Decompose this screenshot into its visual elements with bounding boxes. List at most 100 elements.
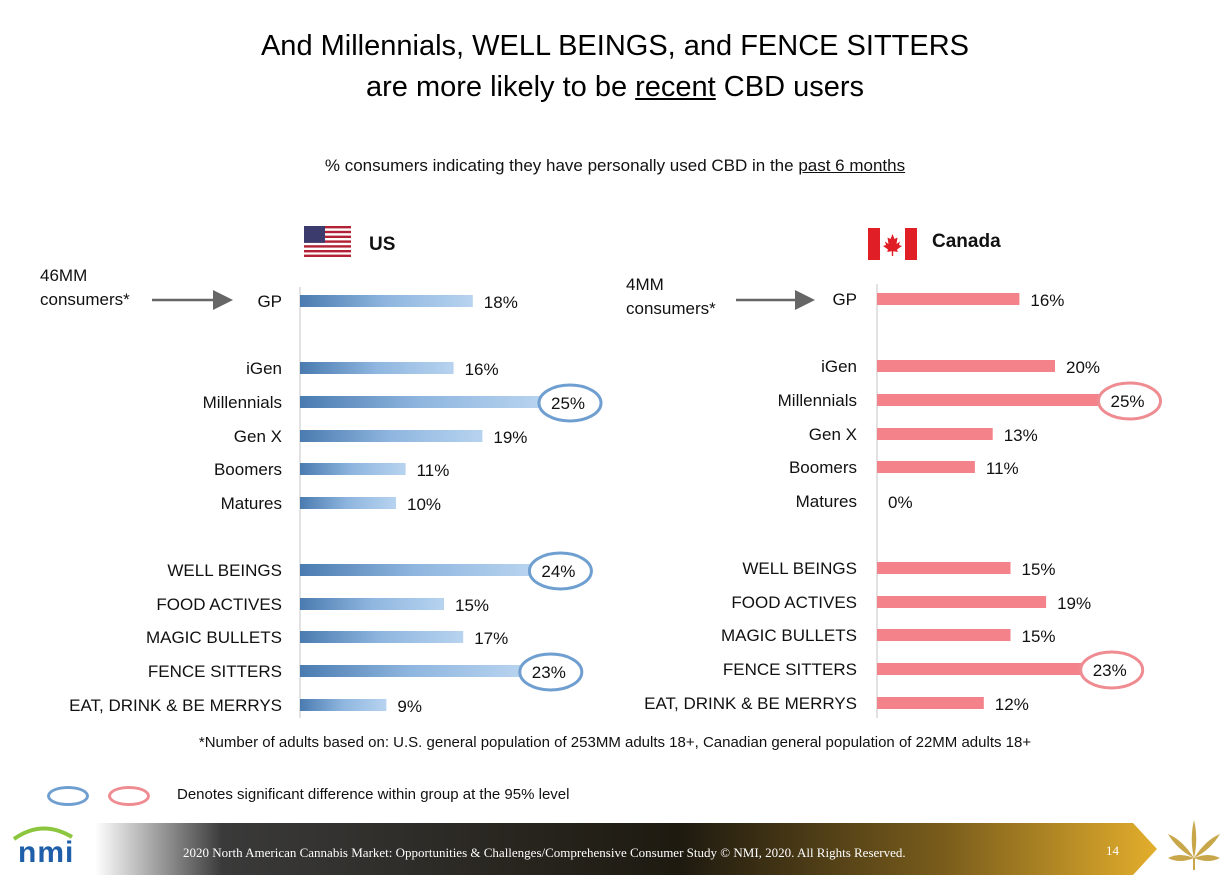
us-consumers-label: consumers* (40, 290, 130, 309)
us-category-label-gen-x: Gen X (234, 427, 282, 446)
us-bar-boomers (300, 463, 406, 475)
canada-bar-boomers (877, 461, 975, 473)
us-value-label-matures: 10% (407, 495, 441, 514)
canada-bar-gp (877, 293, 1020, 305)
us-bar-millennials (300, 396, 540, 408)
us-category-label-magic-bullets: MAGIC BULLETS (146, 628, 282, 647)
us-category-label-eat-drink-be-merrys: EAT, DRINK & BE MERRYS (69, 696, 282, 715)
us-significance-ellipse-well-beings (527, 551, 593, 591)
canada-value-label-fence-sitters: 23% (1093, 661, 1127, 680)
us-value-label-gp: 18% (484, 293, 518, 312)
us-significance-ellipse-millennials (537, 383, 603, 423)
canada-bar-igen (877, 360, 1055, 372)
us-significance-ellipse-fence-sitters (518, 652, 584, 692)
canada-consumers-note: 4MM consumers* (626, 273, 716, 321)
us-category-label-gp: GP (257, 292, 282, 311)
legend-text: Denotes significant difference within gr… (177, 786, 570, 803)
subtitle-underlined: past 6 months (798, 156, 906, 175)
us-bar-gen-x (300, 430, 483, 442)
canada-bar-gen-x (877, 428, 993, 440)
canada-value-label-boomers: 11% (986, 459, 1019, 478)
us-value-label-millennials: 25% (551, 394, 585, 413)
canada-bar-fence-sitters (877, 663, 1082, 675)
us-category-label-boomers: Boomers (214, 460, 282, 479)
us-bar-igen (300, 362, 454, 374)
canada-value-label-well-beings: 15% (1022, 560, 1056, 579)
legend-blue-ellipse (47, 786, 89, 806)
title-line-2-underlined: recent (635, 71, 716, 103)
canada-bar-magic-bullets (877, 629, 1011, 641)
us-country-label: US (369, 234, 396, 255)
us-category-label-well-beings: WELL BEINGS (167, 561, 282, 580)
bar-charts: GP 18% iGen 16% Millennials 25% Gen X 19% Boomer… (69, 284, 1162, 718)
canada-category-label-magic-bullets: MAGIC BULLETS (721, 626, 857, 645)
us-bar-well-beings (300, 564, 531, 576)
canada-flag-icon (868, 228, 917, 260)
page-number: 14 (1106, 843, 1119, 858)
canada-category-label-millennials: Millennials (778, 391, 857, 410)
footer-bar (95, 823, 1157, 875)
canada-significance-ellipse-millennials (1097, 381, 1162, 421)
canada-bar-chart: GP 16% iGen 20% Millennials 25% Gen X 13% Boomer… (644, 284, 1162, 718)
title-line-1: And Millennials, WELL BEINGS, and FENCE … (260, 30, 970, 62)
canada-consumers-count: 4MM (626, 275, 664, 294)
us-value-label-well-beings: 24% (541, 562, 575, 581)
canada-value-label-magic-bullets: 15% (1022, 627, 1056, 646)
us-bar-fence-sitters (300, 665, 521, 677)
us-consumers-count: 46MM (40, 266, 88, 285)
canada-category-label-fence-sitters: FENCE SITTERS (723, 660, 857, 679)
us-category-label-igen: iGen (246, 359, 282, 378)
canada-category-label-gp: GP (832, 290, 857, 309)
subtitle-pre: % consumers indicating they have persona… (324, 156, 799, 175)
us-category-label-millennials: Millennials (203, 393, 282, 412)
us-category-label-matures: Matures (221, 494, 282, 513)
canada-value-label-food-actives: 19% (1057, 594, 1091, 613)
title-line-2-post: CBD users (715, 71, 865, 103)
title-line-2: are more likely to be recent CBD users (0, 67, 1230, 108)
canada-category-label-eat-drink-be-merrys: EAT, DRINK & BE MERRYS (644, 694, 857, 713)
footnote: *Number of adults based on: U.S. general… (198, 734, 1032, 751)
us-consumers-note: 46MM consumers* (40, 264, 130, 312)
us-bar-magic-bullets (300, 631, 464, 643)
canada-category-label-boomers: Boomers (789, 458, 857, 477)
chart-subtitle: % consumers indicating they have persona… (0, 156, 1230, 176)
page-title: And Millennials, WELL BEINGS, and FENCE … (0, 26, 1230, 108)
canada-bar-eat-drink-be-merrys (877, 697, 984, 709)
canada-value-label-gp: 16% (1030, 291, 1064, 310)
us-bar-food-actives (300, 598, 444, 610)
canada-bar-millennials (877, 394, 1100, 406)
nmi-logo: nmi (18, 836, 75, 869)
canada-value-label-matures: 0% (888, 493, 913, 512)
canada-category-label-gen-x: Gen X (809, 425, 857, 444)
canada-value-label-eat-drink-be-merrys: 12% (995, 695, 1029, 714)
us-value-label-fence-sitters: 23% (532, 663, 566, 682)
canada-bar-well-beings (877, 562, 1011, 574)
us-value-label-igen: 16% (465, 360, 499, 379)
nmi-logo-swoosh-icon (12, 826, 74, 841)
us-value-label-eat-drink-be-merrys: 9% (397, 697, 422, 716)
canada-category-label-igen: iGen (821, 357, 857, 376)
canada-bar-food-actives (877, 596, 1047, 608)
us-value-label-magic-bullets: 17% (474, 629, 508, 648)
canada-consumers-label: consumers* (626, 299, 716, 318)
us-flag-icon (304, 226, 351, 257)
canada-value-label-gen-x: 13% (1004, 426, 1038, 445)
us-value-label-gen-x: 19% (493, 428, 527, 447)
us-bar-eat-drink-be-merrys (300, 699, 387, 711)
us-category-label-food-actives: FOOD ACTIVES (156, 595, 282, 614)
canada-significance-ellipse-fence-sitters (1079, 650, 1145, 690)
canada-country-label: Canada (932, 231, 1001, 252)
us-value-label-boomers: 11% (417, 461, 450, 480)
us-bar-gp (300, 295, 473, 307)
canada-value-label-millennials: 25% (1111, 392, 1145, 411)
cannabis-leaf-icon (1168, 820, 1220, 870)
title-line-2-pre: are more likely to be (365, 71, 636, 103)
canada-value-label-igen: 20% (1066, 358, 1100, 377)
canada-category-label-matures: Matures (796, 492, 857, 511)
us-category-label-fence-sitters: FENCE SITTERS (148, 662, 282, 681)
us-bar-chart: GP 18% iGen 16% Millennials 25% Gen X 19% Boomer… (69, 287, 603, 718)
us-value-label-food-actives: 15% (455, 596, 489, 615)
us-bar-matures (300, 497, 396, 509)
canada-category-label-well-beings: WELL BEINGS (742, 559, 857, 578)
legend-red-ellipse (108, 786, 150, 806)
